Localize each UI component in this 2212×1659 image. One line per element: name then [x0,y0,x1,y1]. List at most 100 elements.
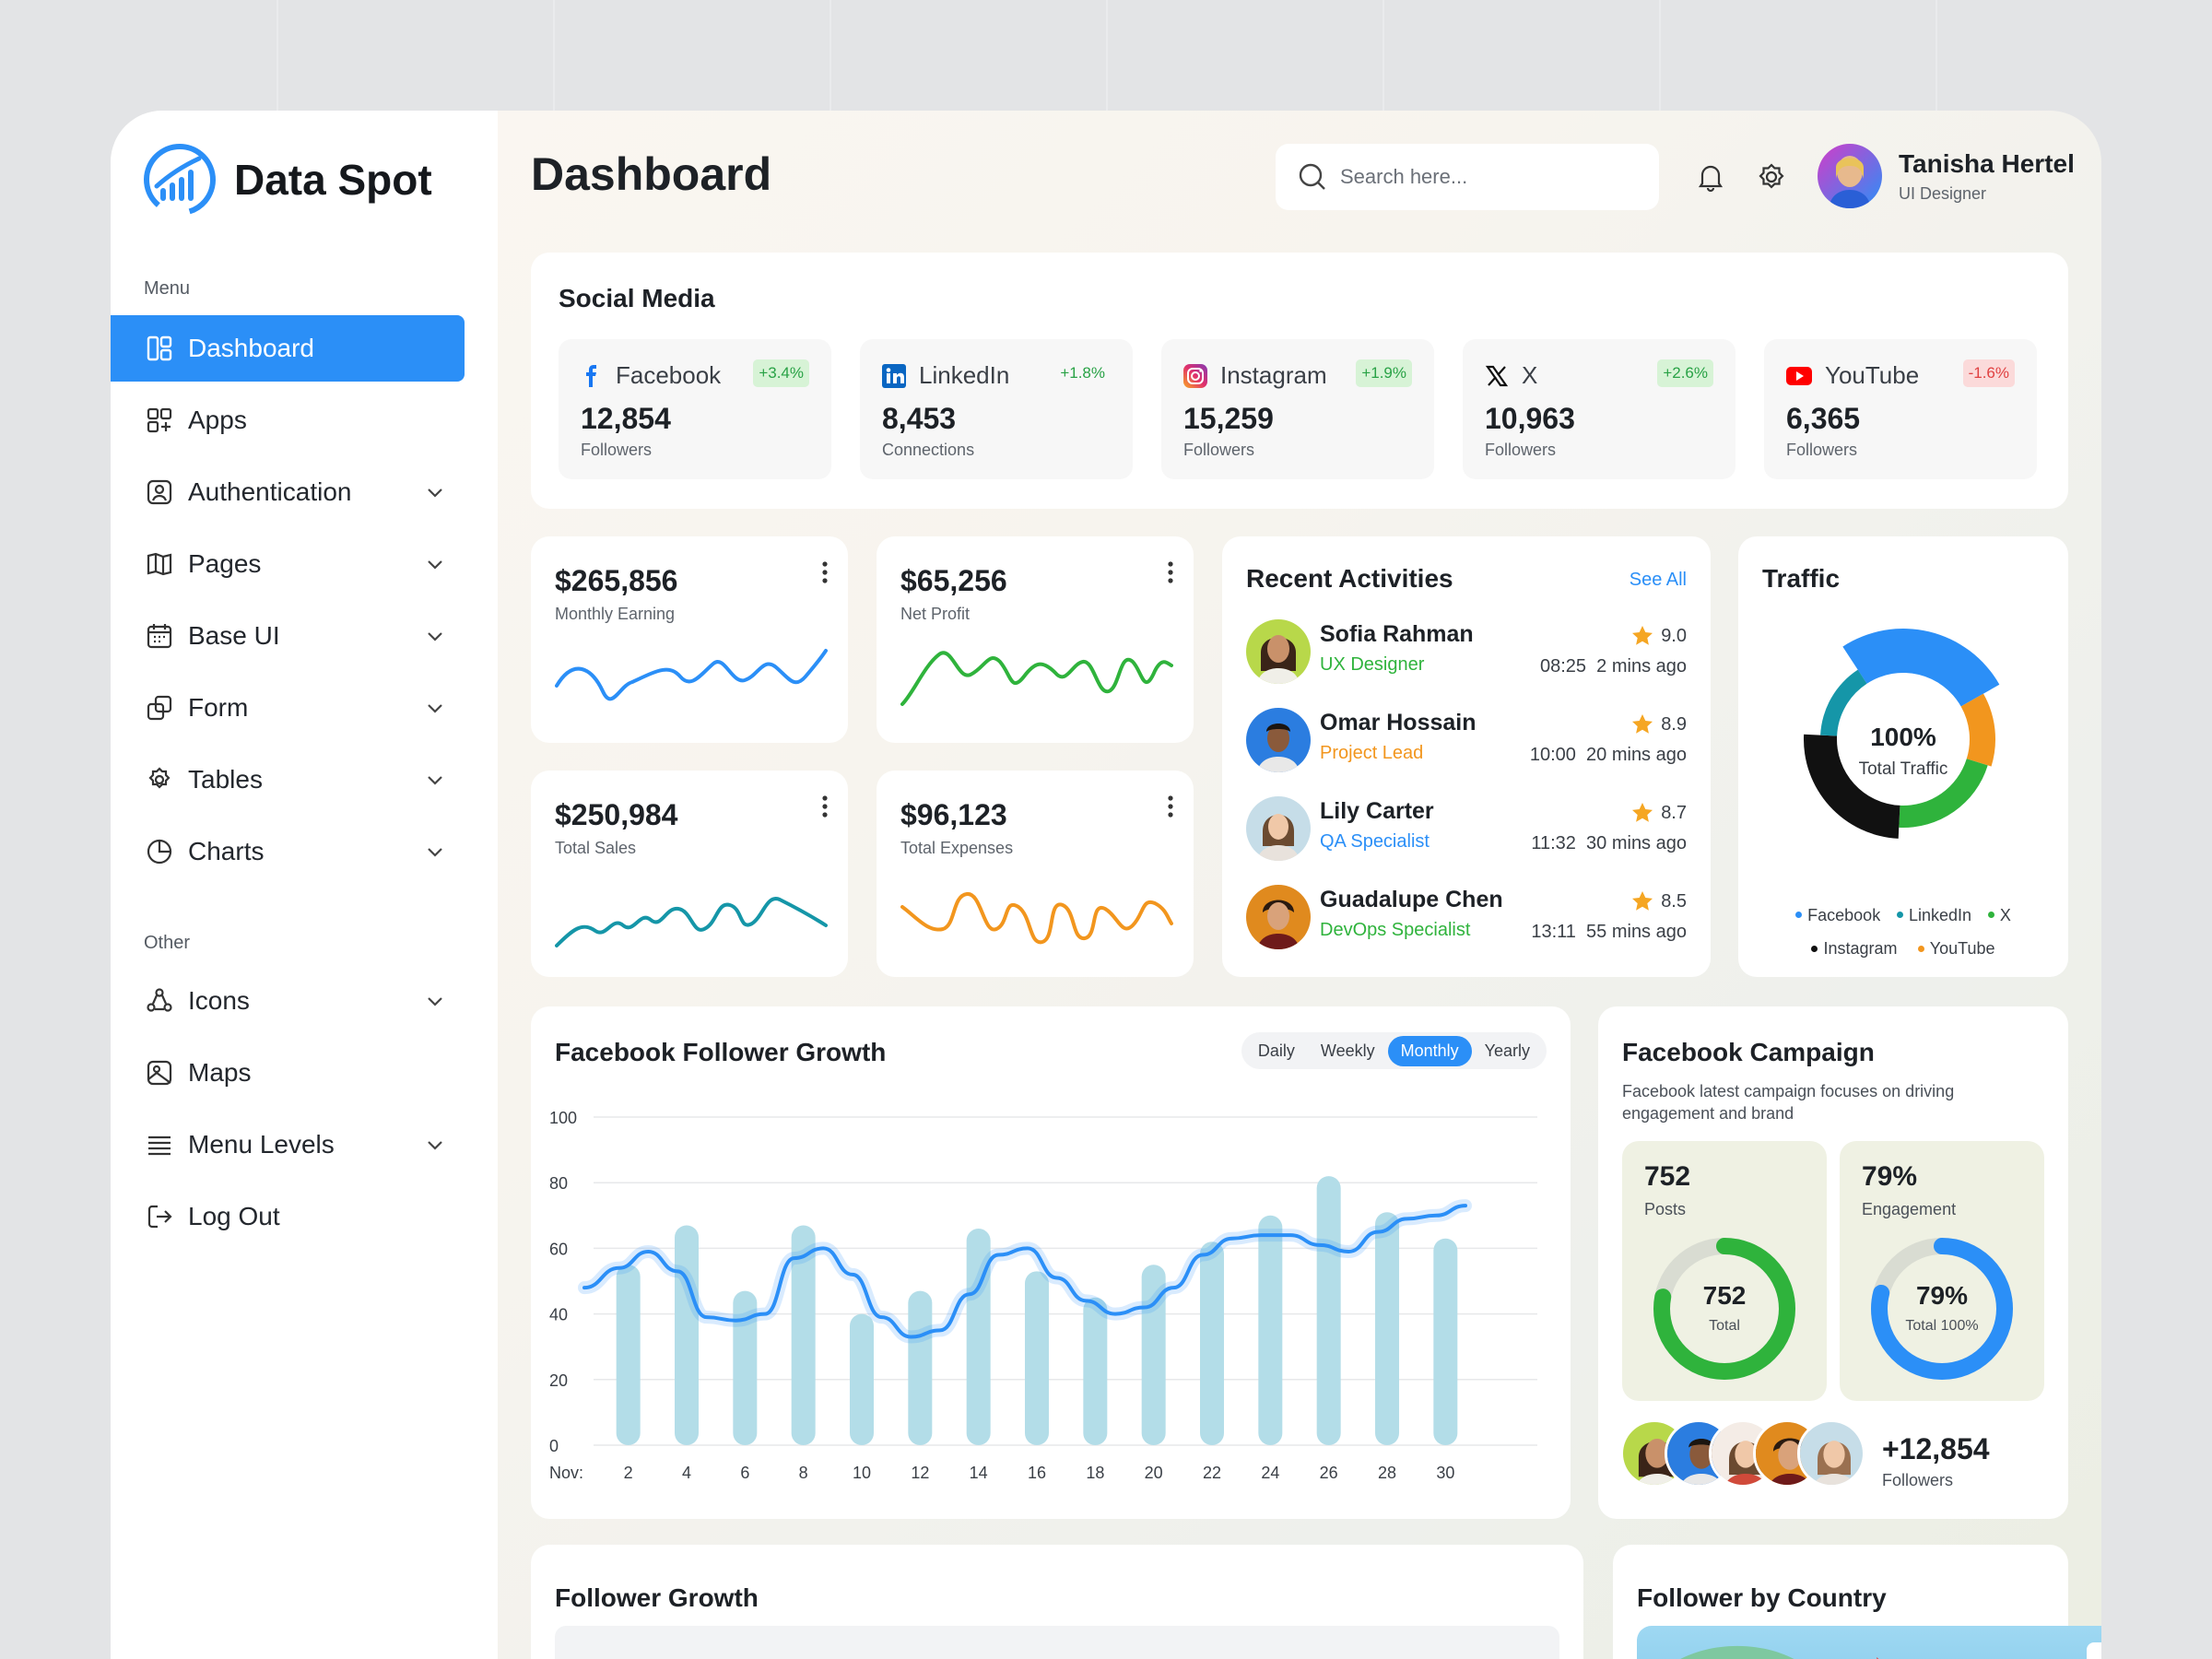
more-icon[interactable] [1166,560,1175,584]
more-icon[interactable] [820,560,830,584]
donut-slice[interactable] [1804,734,1900,839]
facebook-tile[interactable]: Facebook +3.4% 12,854 Followers [559,339,831,479]
sidebar-item-apps[interactable]: Apps [111,387,465,453]
bar[interactable] [1316,1176,1341,1445]
posts-tile[interactable]: 752 Posts 752 Total [1622,1141,1827,1401]
user-name: Tanisha Hertel [1899,148,2075,178]
change-badge: +1.9% [1356,359,1412,387]
youtube-tile[interactable]: YouTube -1.6% 6,365 Followers [1764,339,2037,479]
sidebar-item-log-out[interactable]: Log Out [111,1183,465,1250]
search-box[interactable] [1276,144,1659,210]
x-tile[interactable]: X +2.6% 10,963 Followers [1463,339,1735,479]
other-caption: Other [144,933,191,953]
bar[interactable] [675,1225,699,1445]
activity-row[interactable]: Omar Hossain Project Lead 8.9 10:00 20 m… [1246,702,1687,776]
traffic-legend: Facebook LinkedIn X Instagram YouTube [1738,898,2068,965]
search-input[interactable] [1340,165,1644,189]
chevron-down-icon[interactable] [424,990,446,1012]
bar[interactable] [733,1290,758,1445]
activity-ago: 2 mins ago [1596,656,1687,677]
activity-name: Lily Carter [1320,798,1434,824]
tile-unit: Followers [1183,441,1255,459]
period-weekly[interactable]: Weekly [1320,1041,1375,1060]
chevron-down-icon[interactable] [424,1134,446,1156]
sidebar-item-base-ui[interactable]: Base UI [111,603,465,669]
chevron-down-icon[interactable] [424,553,446,575]
notification-button[interactable] [1692,159,1729,195]
stat-card-monthly-earning[interactable]: $265,856 Monthly Earning [531,536,848,743]
chevron-down-icon[interactable] [424,697,446,719]
x-tick-label: 6 [740,1464,749,1482]
sidebar-item-dashboard[interactable]: Dashboard [111,315,465,382]
legend-item[interactable]: Facebook [1795,899,1880,932]
bar[interactable] [966,1229,991,1445]
menu-caption: Menu [144,278,191,299]
settings-button[interactable] [1753,159,1790,195]
stat-card-net-profit[interactable]: $65,256 Net Profit [877,536,1194,743]
instagram-tile[interactable]: Instagram +1.9% 15,259 Followers [1161,339,1434,479]
period-monthly[interactable]: Monthly [1387,1035,1472,1066]
stat-card-total-expenses[interactable]: $96,123 Total Expenses [877,771,1194,977]
avatar [1246,796,1311,861]
chevron-down-icon[interactable] [424,625,446,647]
bar[interactable] [1200,1241,1224,1445]
logo[interactable]: Data Spot [142,142,432,218]
series-line[interactable] [582,1204,1467,1339]
sidebar-item-tables[interactable]: Tables [111,747,465,813]
bar[interactable] [1083,1297,1108,1445]
bar[interactable] [908,1290,933,1445]
chevron-down-icon[interactable] [424,841,446,863]
legend-item[interactable]: Instagram [1811,932,1898,965]
legend-item[interactable]: YouTube [1917,932,1995,965]
user-profile[interactable]: Tanisha Hertel UI Designer [1818,144,2075,208]
ring-progress [1653,1238,1795,1380]
sidebar-item-pages[interactable]: Pages [111,531,465,597]
x-tick-label: 18 [1086,1464,1104,1482]
donut-slice[interactable] [1899,759,1988,828]
legend-item[interactable]: LinkedIn [1896,899,1971,932]
engagement-tile[interactable]: 79% Engagement 79% Total 100% [1840,1141,2044,1401]
activity-ago: 20 mins ago [1586,745,1687,765]
app-window: Data Spot Menu Dashboard Apps Authentica… [111,111,2101,1659]
y-tick-label: 80 [549,1174,568,1193]
more-icon[interactable] [1166,794,1175,818]
bar[interactable] [1025,1271,1049,1445]
sidebar-item-label: Tables [188,765,263,794]
sidebar-item-maps[interactable]: Maps [111,1040,465,1106]
activity-row[interactable]: Lily Carter QA Specialist 8.7 11:32 30 m… [1246,791,1687,865]
bar[interactable] [791,1225,816,1445]
bar[interactable] [1433,1238,1458,1445]
donut-slice[interactable] [1820,669,1867,736]
sidebar-item-menu-levels[interactable]: Menu Levels [111,1112,465,1178]
sidebar-item-label: Log Out [188,1202,280,1230]
linkedin-tile[interactable]: LinkedIn +1.8% 8,453 Connections [860,339,1133,479]
stat-card-total-sales[interactable]: $250,984 Total Sales [531,771,848,977]
avatar[interactable] [1818,144,1882,208]
period-yearly[interactable]: Yearly [1484,1041,1530,1060]
star-icon [1632,626,1653,645]
activity-row[interactable]: Sofia Rahman UX Designer 9.0 08:25 2 min… [1246,614,1687,688]
sidebar-item-icons[interactable]: Icons [111,968,465,1034]
bar[interactable] [850,1313,874,1445]
period-daily[interactable]: Daily [1257,1041,1295,1060]
legend-item[interactable]: X [1987,899,2011,932]
bar[interactable] [1375,1212,1399,1445]
chevron-down-icon[interactable] [424,481,446,503]
bar[interactable] [616,1265,641,1445]
map-shape [1680,1642,2101,1659]
donut-slice[interactable] [1842,629,2000,707]
traffic-donut-chart[interactable] [1738,619,2068,877]
world-map[interactable] [1637,1626,2101,1659]
bar[interactable] [1258,1215,1283,1445]
more-icon[interactable] [820,794,830,818]
chevron-down-icon[interactable] [424,769,446,791]
sidebar-item-label: Menu Levels [188,1130,335,1159]
see-all-link[interactable]: See All [1629,570,1687,590]
sidebar-item-authentication[interactable]: Authentication [111,459,465,525]
sidebar-item-charts[interactable]: Charts [111,818,465,885]
donut-slice[interactable] [1960,693,1995,767]
activity-row[interactable]: Guadalupe Chen DevOps Specialist 8.5 13:… [1246,879,1687,953]
bar[interactable] [1141,1265,1166,1445]
sidebar-item-form[interactable]: Form [111,675,465,741]
